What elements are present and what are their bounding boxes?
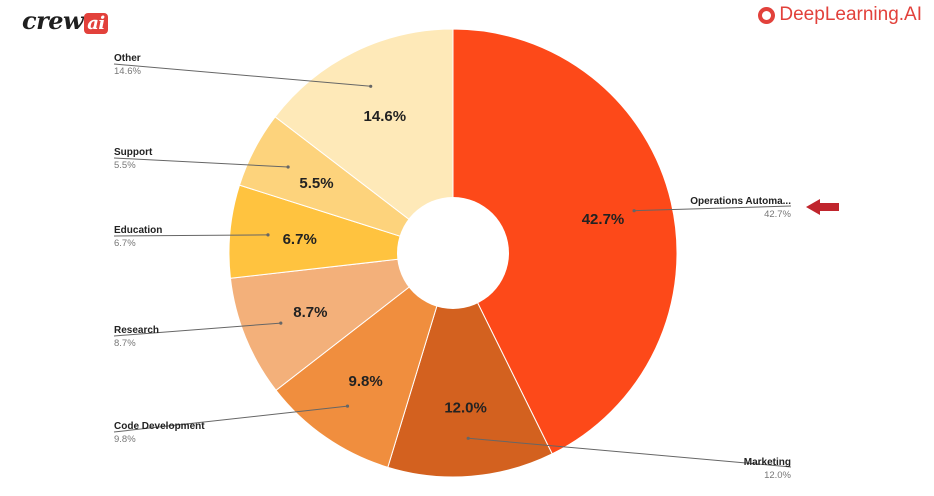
category-pct-support: 5.5%	[114, 160, 136, 171]
leader-dot-research	[279, 321, 283, 325]
category-label-research: Research	[114, 325, 159, 336]
slice-value-label-education: 6.7%	[283, 231, 317, 248]
category-label-support: Support	[114, 147, 153, 158]
leader-line-code-development	[113, 405, 348, 433]
donut-hole	[397, 197, 509, 309]
pie-slice-code-development	[275, 251, 454, 468]
category-pct-research: 8.7%	[114, 338, 136, 349]
category-label-other: Other	[114, 53, 141, 64]
leader-dot-code-development	[345, 404, 350, 408]
category-pct-education: 6.7%	[114, 238, 136, 249]
crewai-logo-ai: ai	[84, 13, 108, 34]
category-pct-code-development: 9.8%	[114, 434, 136, 445]
leader-line-marketing	[468, 437, 792, 468]
category-label-operations-automa: Operations Automa...	[690, 196, 791, 207]
leader-line-other	[113, 63, 371, 87]
highlight-arrow-icon	[806, 199, 839, 215]
leader-dot-education	[266, 233, 270, 237]
leader-dot-operations-automa	[632, 209, 636, 213]
pie-slice-other	[274, 28, 454, 255]
leader-line-education	[113, 234, 269, 237]
category-label-marketing: Marketing	[744, 457, 791, 468]
leader-line-operations-automa	[634, 205, 792, 212]
slice-value-label-code-development: 9.8%	[348, 373, 382, 390]
leader-dot-support	[286, 165, 290, 169]
slice-value-label-other: 14.6%	[364, 108, 407, 125]
category-pct-marketing: 12.0%	[764, 470, 791, 481]
slice-value-label-marketing: 12.0%	[444, 400, 487, 417]
category-pct-operations-automa: 42.7%	[764, 209, 791, 220]
leader-line-support	[113, 157, 289, 168]
category-label-code-development: Code Development	[114, 421, 205, 432]
leader-dot-marketing	[466, 436, 470, 440]
deeplearning-ai-logo: DeepLearning.AI	[758, 4, 922, 26]
category-pct-other: 14.6%	[114, 66, 141, 77]
deeplearning-ai-mark-icon	[758, 6, 776, 24]
leader-line-research	[113, 322, 281, 337]
slice-value-label-operations-automa: 42.7%	[582, 211, 625, 228]
leader-dot-other	[369, 84, 373, 88]
deeplearning-ai-logo-text: DeepLearning.AI	[779, 4, 922, 25]
slice-value-label-support: 5.5%	[299, 175, 333, 192]
crewai-logo: crew ai	[22, 6, 108, 35]
pie-slice-research	[229, 252, 455, 391]
crewai-logo-text: crew	[22, 6, 84, 35]
pie-slice-marketing	[387, 251, 553, 478]
category-label-education: Education	[114, 225, 162, 236]
slice-value-label-research: 8.7%	[293, 304, 327, 321]
pie-slice-operations-automa	[452, 28, 678, 455]
